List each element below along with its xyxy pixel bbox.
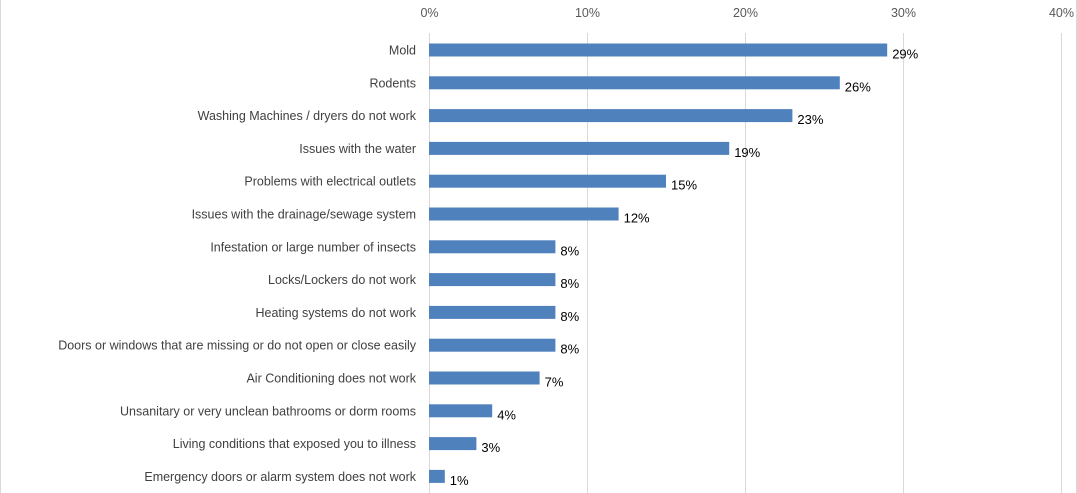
bar bbox=[429, 240, 556, 254]
category-label: Washing Machines / dryers do not work bbox=[198, 109, 417, 123]
category-label: Doors or windows that are missing or do … bbox=[58, 339, 417, 353]
data-label: 19% bbox=[734, 145, 760, 160]
bar bbox=[429, 141, 730, 155]
category-label: Issues with the drainage/sewage system bbox=[192, 208, 416, 222]
data-labels: 29% 26% 23% 19% 15% 12% 8% 8% 8% 8% 7% 4% 3% 1% bbox=[450, 47, 919, 488]
data-label: 12% bbox=[624, 211, 650, 226]
data-label: 26% bbox=[845, 79, 871, 94]
x-axis-ticks: 0% 10% 20% 30% 40% bbox=[420, 6, 1074, 20]
data-label: 8% bbox=[560, 309, 579, 324]
bar bbox=[429, 174, 666, 188]
category-label: Issues with the water bbox=[299, 142, 416, 156]
x-tick-label: 10% bbox=[575, 6, 600, 20]
bar bbox=[429, 207, 619, 221]
bar bbox=[429, 469, 445, 483]
bar bbox=[429, 43, 888, 57]
x-tick-label: 0% bbox=[420, 6, 438, 20]
bars bbox=[429, 43, 888, 483]
category-label: Rodents bbox=[369, 76, 416, 90]
data-label: 8% bbox=[560, 342, 579, 357]
category-label: Heating systems do not work bbox=[256, 306, 417, 320]
data-label: 8% bbox=[560, 243, 579, 258]
bar bbox=[429, 76, 840, 90]
x-tick-label: 40% bbox=[1049, 6, 1074, 20]
bar bbox=[429, 404, 493, 418]
bar bbox=[429, 305, 556, 319]
x-tick-label: 30% bbox=[891, 6, 916, 20]
category-label: Locks/Lockers do not work bbox=[268, 273, 417, 287]
bar bbox=[429, 437, 477, 451]
category-label: Mold bbox=[389, 44, 416, 58]
category-label: Living conditions that exposed you to il… bbox=[173, 437, 416, 451]
category-label: Problems with electrical outlets bbox=[244, 175, 416, 189]
data-label: 8% bbox=[560, 276, 579, 291]
bar bbox=[429, 109, 793, 123]
category-label: Infestation or large number of insects bbox=[210, 240, 416, 254]
data-label: 1% bbox=[450, 473, 469, 488]
data-label: 23% bbox=[797, 112, 823, 127]
bar bbox=[429, 273, 556, 287]
data-label: 4% bbox=[497, 407, 516, 422]
category-labels: Mold Rodents Washing Machines / dryers do … bbox=[58, 44, 417, 484]
gridlines bbox=[429, 33, 1062, 493]
data-label: 7% bbox=[545, 375, 564, 390]
data-label: 29% bbox=[892, 47, 918, 62]
category-label: Emergency doors or alarm system does not… bbox=[144, 470, 416, 484]
bar bbox=[429, 371, 540, 385]
x-tick-label: 20% bbox=[733, 6, 758, 20]
category-label: Air Conditioning does not work bbox=[246, 372, 416, 386]
bar bbox=[429, 338, 556, 352]
category-label: Unsanitary or very unclean bathrooms or … bbox=[120, 404, 416, 418]
data-label: 15% bbox=[671, 178, 697, 193]
data-label: 3% bbox=[481, 440, 500, 455]
